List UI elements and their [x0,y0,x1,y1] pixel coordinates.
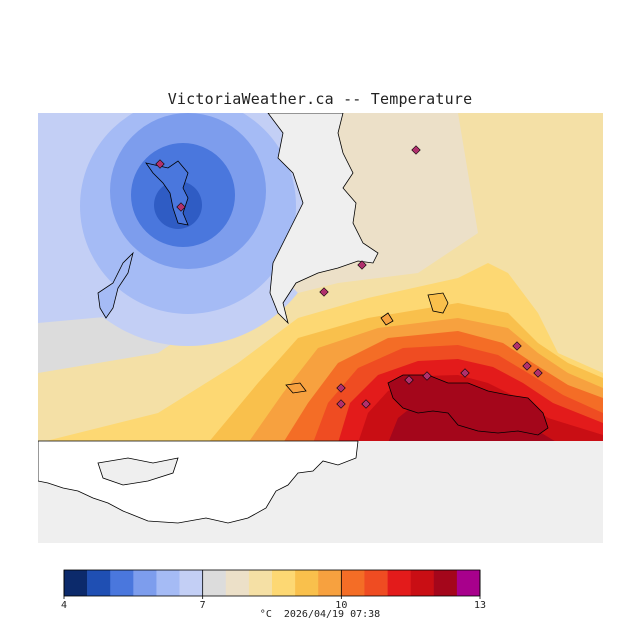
legend-tick-label: 13 [474,600,486,610]
legend-swatch [318,570,342,596]
legend-swatch [456,570,481,596]
legend-swatch [156,570,180,596]
station-marker[interactable] [336,399,346,409]
legend-swatch [341,570,365,596]
legend-tick-label: 7 [200,600,206,610]
legend-swatch [295,570,319,596]
station-marker[interactable] [361,399,371,409]
legend-swatch [364,570,388,596]
legend-swatch [110,570,134,596]
station-marker[interactable] [336,383,346,393]
station-markers [155,145,543,409]
map-title: VictoriaWeather.ca -- Temperature [167,90,473,108]
legend-swatch [133,570,157,596]
station-marker[interactable] [512,341,522,351]
legend-swatch [272,570,296,596]
station-marker[interactable] [155,159,165,169]
station-marker[interactable] [422,371,432,381]
timestamp: 2026/04/19 07:38 [283,609,381,620]
station-marker[interactable] [319,287,329,297]
station-marker[interactable] [522,361,532,371]
legend-swatch [387,570,411,596]
legend-swatch [410,570,435,596]
station-marker[interactable] [460,368,470,378]
legend-swatch [202,570,227,596]
legend-swatch [87,570,111,596]
legend-swatch [179,570,203,596]
station-marker[interactable] [176,202,186,212]
temperature-map [38,113,603,543]
legend-swatch [248,570,273,596]
station-marker[interactable] [357,260,367,270]
temperature-legend: 4 7 10 13 [61,569,486,610]
legend-swatch [225,570,250,596]
legend-tick-label: 4 [61,600,67,610]
legend-swatch [433,570,458,596]
map-footer: °C 2026/04/19 07:38 [0,609,640,620]
station-marker[interactable] [533,368,543,378]
legend-ticks: 4 7 10 13 [61,570,486,610]
unit-label: °C [259,609,272,620]
station-marker[interactable] [411,145,421,155]
legend-swatches [63,569,481,597]
legend-swatch [64,570,88,596]
legend-tick-label: 10 [335,600,347,610]
station-marker[interactable] [404,375,414,385]
